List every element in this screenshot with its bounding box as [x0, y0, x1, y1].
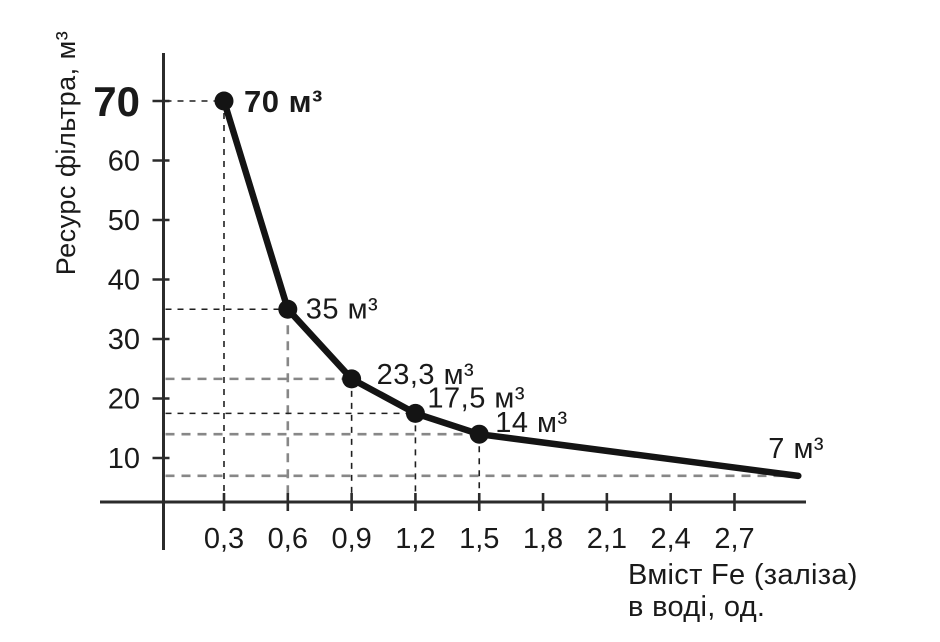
- x-tick-label: 2,1: [587, 523, 627, 555]
- data-point-label: 23,3 м³: [377, 359, 475, 391]
- data-point-label: 14 м³: [495, 407, 567, 439]
- data-point-label: 35 м³: [306, 293, 378, 325]
- x-tick-label: 2,4: [651, 523, 691, 555]
- data-line: [220, 97, 802, 480]
- y-tick-label: 60: [108, 146, 140, 178]
- data-point-dot: [405, 403, 425, 423]
- y-tick-label: 70: [93, 78, 140, 125]
- y-tick-label: 20: [108, 384, 140, 416]
- data-point-label: 70 м³: [244, 84, 323, 119]
- x-tick-label: 1,2: [395, 523, 435, 555]
- y-tick-label: 50: [108, 205, 140, 237]
- data-point-dot: [214, 91, 234, 111]
- y-tick-label: 10: [108, 443, 140, 475]
- y-axis-title: Ресурс фільтра, м³: [51, 30, 81, 276]
- y-tick-label: 40: [108, 265, 140, 297]
- x-axis-title-line2: в воді, од.: [628, 591, 766, 623]
- x-tick-label: 2,7: [714, 523, 754, 555]
- x-axis-title-line1: Вміст Fe (заліза): [628, 559, 858, 591]
- y-tick-label: 30: [108, 324, 140, 356]
- data-point-label: 17,5 м³: [427, 382, 525, 414]
- x-tick-label: 0,9: [331, 523, 371, 555]
- data-point-dot: [278, 299, 298, 319]
- data-point-label: 7 м³: [768, 433, 824, 465]
- x-tick-label: 1,8: [523, 523, 563, 555]
- x-tick-label: 0,3: [204, 523, 244, 555]
- data-point-dot: [342, 369, 362, 389]
- data-point-dot: [469, 424, 489, 444]
- x-tick-label: 1,5: [459, 523, 499, 555]
- x-tick-label: 0,6: [268, 523, 308, 555]
- x-axis-title: Вміст Fe (заліза) в воді, од.: [628, 559, 858, 623]
